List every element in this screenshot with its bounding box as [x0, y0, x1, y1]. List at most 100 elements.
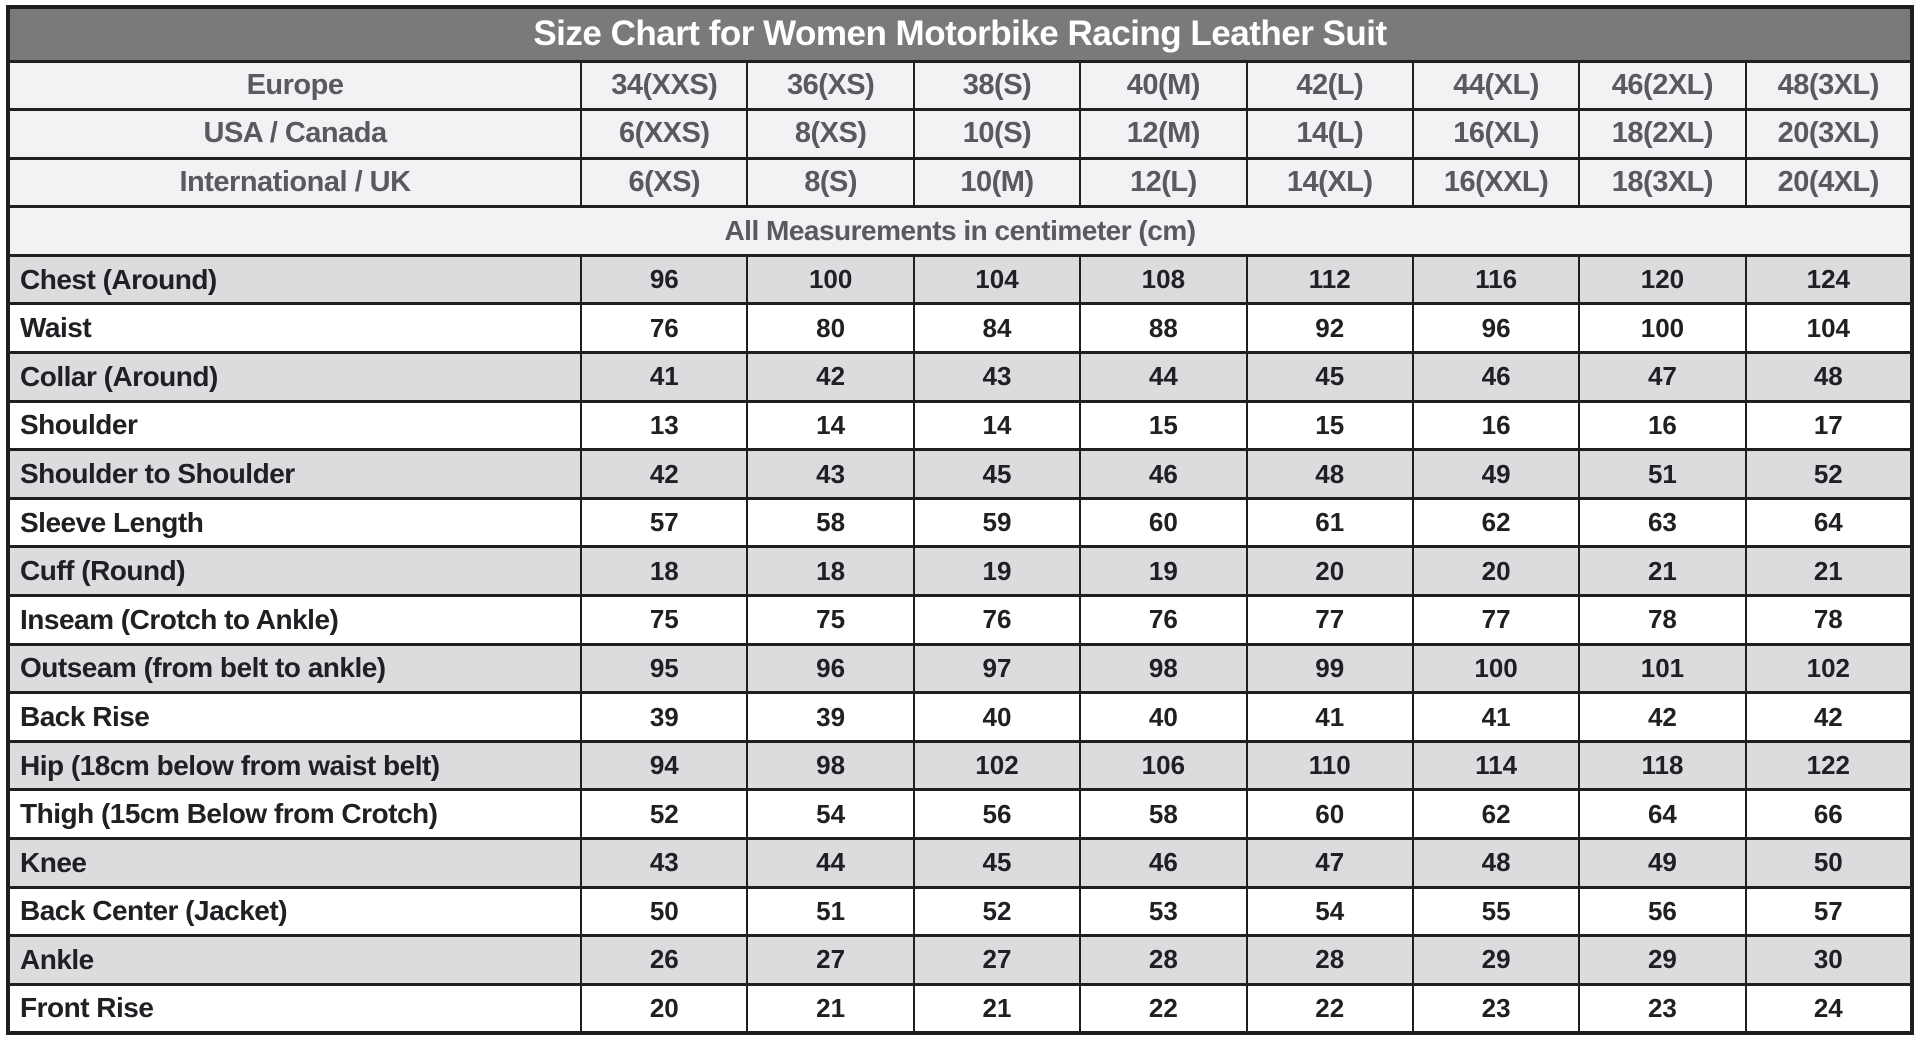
measurement-value-cell: 45 — [912, 448, 1082, 500]
measurement-value-cell: 116 — [1411, 253, 1581, 306]
measurement-value-cell: 20 — [1245, 545, 1414, 598]
measurement-value-cell: 39 — [746, 691, 915, 743]
measurement-value-cell: 18 — [746, 545, 915, 598]
chart-title: Size Chart for Women Motorbike Racing Le… — [7, 5, 1913, 63]
measurement-label: Shoulder — [6, 399, 583, 452]
measurement-value-cell: 112 — [1245, 253, 1414, 306]
measurement-value-cell: 54 — [746, 788, 915, 840]
measurement-value-cell: 41 — [580, 351, 749, 403]
measurement-value-cell: 24 — [1744, 982, 1914, 1035]
unit-note: All Measurements in centimeter (cm) — [7, 205, 1913, 257]
size-value-cell: 6(XXS) — [580, 108, 749, 160]
size-value-cell: 10(M) — [912, 156, 1082, 209]
measurement-value-cell: 58 — [746, 496, 915, 549]
measurement-row: Hip (18cm below from waist belt) 94 98 102 1… — [6, 739, 1914, 792]
measurement-value-cell: 98 — [1079, 642, 1248, 695]
measurement-value-cell: 21 — [1578, 545, 1747, 598]
size-value-cell: 48(3XL) — [1744, 59, 1914, 112]
measurement-value-cell: 100 — [1578, 302, 1747, 355]
measurement-value-cell: 63 — [1578, 496, 1747, 549]
measurement-value-cell: 101 — [1578, 642, 1747, 695]
measurement-value-cell: 120 — [1578, 253, 1747, 306]
measurement-value-cell: 51 — [1578, 448, 1747, 500]
measurement-row: Shoulder to Shoulder 42 43 45 46 48 49 51 52 — [6, 448, 1914, 500]
measurement-value-cell: 28 — [1079, 934, 1248, 986]
measurement-value-cell: 21 — [1744, 545, 1914, 598]
size-value-cell: 18(2XL) — [1578, 108, 1747, 160]
measurement-value-cell: 62 — [1411, 496, 1581, 549]
measurement-value-cell: 50 — [580, 885, 749, 938]
measurement-value-cell: 76 — [580, 302, 749, 355]
measurement-value-cell: 48 — [1245, 448, 1414, 500]
measurement-value-cell: 15 — [1079, 399, 1248, 452]
measurement-value-cell: 94 — [580, 739, 749, 792]
measurement-value-cell: 100 — [1411, 642, 1581, 695]
measurement-value-cell: 76 — [1079, 594, 1248, 646]
measurement-value-cell: 22 — [1079, 982, 1248, 1035]
measurement-row: Waist 76 80 84 88 92 96 100 104 — [6, 302, 1914, 355]
measurement-label: Cuff (Round) — [6, 545, 583, 598]
measurement-value-cell: 64 — [1744, 496, 1914, 549]
measurement-value-cell: 41 — [1411, 691, 1581, 743]
measurement-label: Inseam (Crotch to Ankle) — [6, 594, 583, 646]
measurement-value-cell: 14 — [746, 399, 915, 452]
measurement-value-cell: 84 — [912, 302, 1082, 355]
measurement-value-cell: 77 — [1411, 594, 1581, 646]
measurement-value-cell: 78 — [1744, 594, 1914, 646]
size-value-cell: 38(S) — [912, 59, 1082, 112]
measurement-value-cell: 102 — [1744, 642, 1914, 695]
size-value-cell: 46(2XL) — [1578, 59, 1747, 112]
measurement-value-cell: 42 — [1578, 691, 1747, 743]
measurement-value-cell: 23 — [1578, 982, 1747, 1035]
measurement-value-cell: 64 — [1578, 788, 1747, 840]
measurement-value-cell: 57 — [1744, 885, 1914, 938]
measurement-value-cell: 80 — [746, 302, 915, 355]
size-value-cell: 14(XL) — [1245, 156, 1414, 209]
measurement-value-cell: 59 — [912, 496, 1082, 549]
size-value-cell: 44(XL) — [1411, 59, 1581, 112]
size-value-cell: 10(S) — [912, 108, 1082, 160]
measurement-value-cell: 100 — [746, 253, 915, 306]
size-system-row: USA / Canada 6(XXS) 8(XS) 10(S) 12(M) 14(L) 16… — [6, 108, 1914, 160]
measurement-value-cell: 88 — [1079, 302, 1248, 355]
size-value-cell: 12(M) — [1079, 108, 1248, 160]
measurement-value-cell: 49 — [1411, 448, 1581, 500]
measurement-label: Waist — [6, 302, 583, 355]
size-value-cell: 14(L) — [1245, 108, 1414, 160]
size-value-cell: 40(M) — [1079, 59, 1248, 112]
measurement-value-cell: 47 — [1578, 351, 1747, 403]
measurement-value-cell: 102 — [912, 739, 1082, 792]
measurement-value-cell: 46 — [1079, 448, 1248, 500]
measurement-value-cell: 44 — [1079, 351, 1248, 403]
measurement-value-cell: 29 — [1578, 934, 1747, 986]
measurement-value-cell: 18 — [580, 545, 749, 598]
measurement-value-cell: 57 — [580, 496, 749, 549]
measurement-value-cell: 61 — [1245, 496, 1414, 549]
measurement-label: Front Rise — [6, 982, 583, 1035]
measurement-value-cell: 13 — [580, 399, 749, 452]
measurement-value-cell: 27 — [746, 934, 915, 986]
measurement-value-cell: 16 — [1411, 399, 1581, 452]
measurement-value-cell: 47 — [1245, 837, 1414, 889]
measurement-value-cell: 53 — [1079, 885, 1248, 938]
measurement-label: Hip (18cm below from waist belt) — [6, 739, 583, 792]
measurement-value-cell: 30 — [1744, 934, 1914, 986]
measurement-label: Ankle — [6, 934, 583, 986]
size-chart-body: Europe 34(XXS) 36(XS) 38(S) 40(M) 42(L) 44(XL)… — [6, 59, 1914, 1035]
measurement-value-cell: 95 — [580, 642, 749, 695]
measurement-row: Thigh (15cm Below from Crotch) 52 54 56 58 60… — [6, 788, 1914, 840]
measurement-label: Chest (Around) — [6, 253, 583, 306]
measurement-value-cell: 118 — [1578, 739, 1747, 792]
size-value-cell: 34(XXS) — [580, 59, 749, 112]
measurement-value-cell: 15 — [1245, 399, 1414, 452]
size-value-cell: 16(XL) — [1411, 108, 1581, 160]
measurement-value-cell: 62 — [1411, 788, 1581, 840]
measurement-row: Knee 43 44 45 46 47 48 49 50 — [6, 837, 1914, 889]
measurement-value-cell: 96 — [1411, 302, 1581, 355]
measurement-value-cell: 104 — [1744, 302, 1914, 355]
measurement-value-cell: 106 — [1079, 739, 1248, 792]
measurement-value-cell: 124 — [1744, 253, 1914, 306]
measurement-label: Thigh (15cm Below from Crotch) — [6, 788, 583, 840]
measurement-value-cell: 96 — [580, 253, 749, 306]
